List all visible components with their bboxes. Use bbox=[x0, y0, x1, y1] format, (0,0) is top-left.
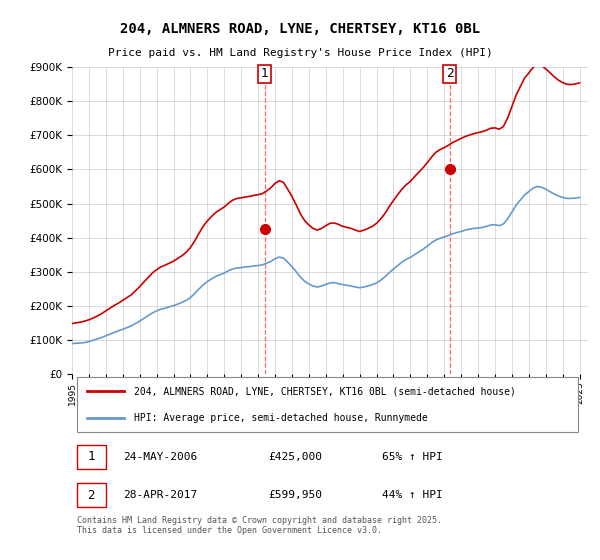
Text: 65% ↑ HPI: 65% ↑ HPI bbox=[382, 452, 442, 462]
Text: 28-APR-2017: 28-APR-2017 bbox=[124, 490, 198, 500]
Text: £425,000: £425,000 bbox=[268, 452, 322, 462]
FancyBboxPatch shape bbox=[77, 377, 578, 432]
Text: £599,950: £599,950 bbox=[268, 490, 322, 500]
Text: 1: 1 bbox=[88, 450, 95, 463]
Text: 204, ALMNERS ROAD, LYNE, CHERTSEY, KT16 0BL: 204, ALMNERS ROAD, LYNE, CHERTSEY, KT16 … bbox=[120, 22, 480, 36]
Text: 1: 1 bbox=[261, 67, 269, 80]
Text: HPI: Average price, semi-detached house, Runnymede: HPI: Average price, semi-detached house,… bbox=[134, 413, 428, 423]
FancyBboxPatch shape bbox=[77, 445, 106, 469]
Text: 2: 2 bbox=[446, 67, 454, 80]
Text: 204, ALMNERS ROAD, LYNE, CHERTSEY, KT16 0BL (semi-detached house): 204, ALMNERS ROAD, LYNE, CHERTSEY, KT16 … bbox=[134, 386, 516, 396]
Text: Price paid vs. HM Land Registry's House Price Index (HPI): Price paid vs. HM Land Registry's House … bbox=[107, 48, 493, 58]
FancyBboxPatch shape bbox=[77, 483, 106, 507]
Text: Contains HM Land Registry data © Crown copyright and database right 2025.
This d: Contains HM Land Registry data © Crown c… bbox=[77, 516, 442, 535]
Text: 2: 2 bbox=[88, 489, 95, 502]
Text: 44% ↑ HPI: 44% ↑ HPI bbox=[382, 490, 442, 500]
Text: 24-MAY-2006: 24-MAY-2006 bbox=[124, 452, 198, 462]
